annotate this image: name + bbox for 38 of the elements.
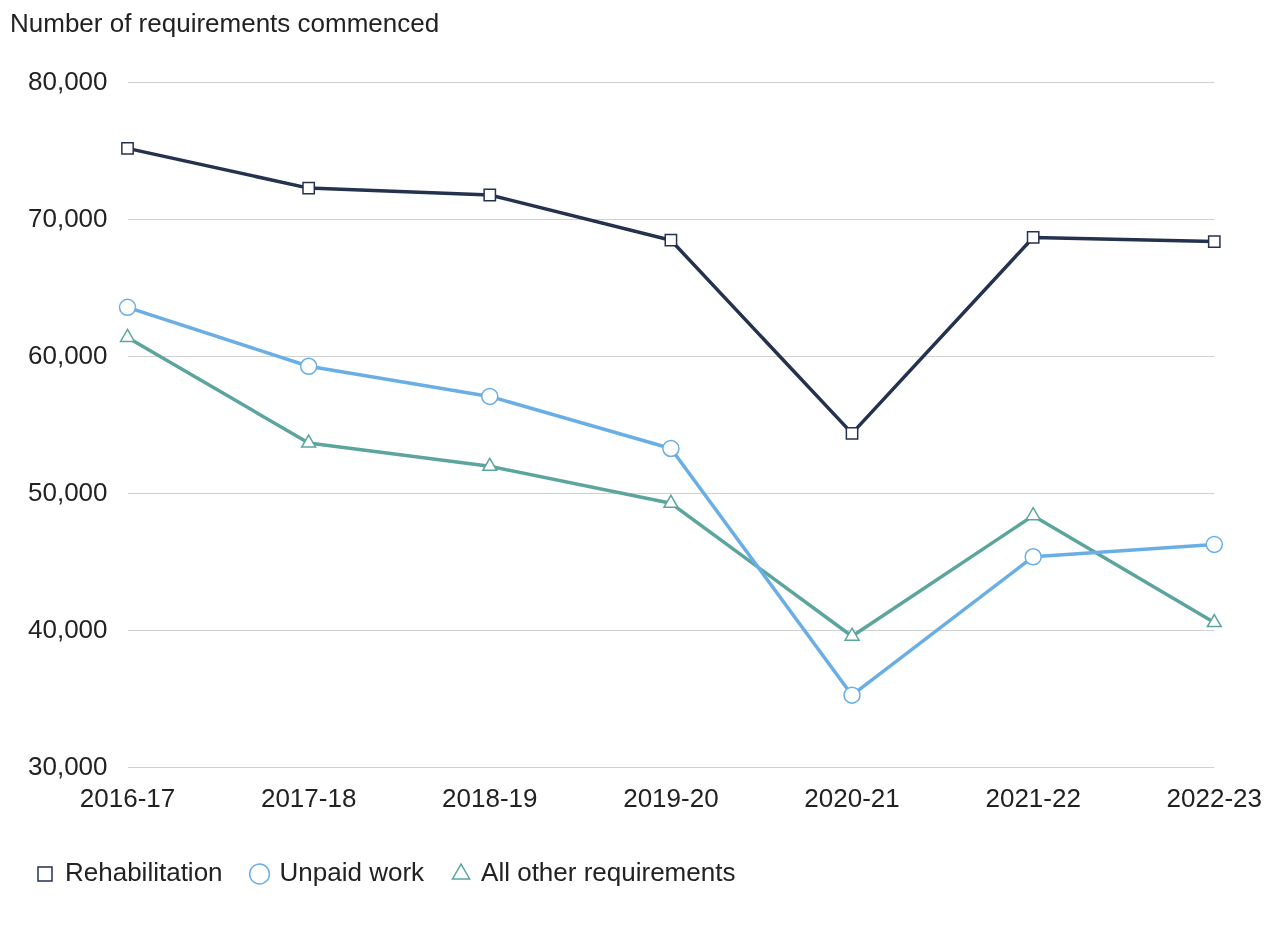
point [1205, 535, 1224, 554]
point [1024, 548, 1042, 566]
legend-label: All other requirements [481, 857, 736, 888]
x-tick-label: 2019-20 [623, 782, 719, 813]
point [302, 181, 316, 195]
x-tick-label: 2016-17 [79, 782, 176, 813]
legend-label: Rehabilitation [65, 857, 223, 888]
point [121, 141, 134, 155]
x-tick-label: 2021-22 [985, 782, 1081, 813]
point [845, 427, 859, 440]
point [1026, 231, 1040, 244]
point [662, 439, 680, 458]
y-tick-label: 80,000 [27, 65, 108, 96]
point [1207, 235, 1221, 248]
x-tick-label: 2020-21 [804, 782, 900, 813]
point [843, 686, 861, 704]
x-tick-label: 2017-18 [260, 782, 357, 813]
y-axis-title: Number of requirements commenced [10, 8, 441, 39]
point [482, 457, 498, 472]
y-tick-label: 30,000 [27, 750, 108, 781]
point [481, 387, 499, 406]
legend-label: Unpaid work [279, 857, 426, 888]
point [1025, 506, 1041, 521]
x-tick-label: 2022-23 [1166, 782, 1262, 813]
y-tick-label: 50,000 [27, 476, 108, 507]
point [1206, 613, 1222, 628]
y-tick-label: 60,000 [27, 339, 108, 370]
point [483, 188, 497, 202]
point [844, 627, 860, 641]
y-tick-label: 40,000 [27, 613, 108, 644]
point [299, 357, 318, 376]
point [300, 434, 317, 448]
point [664, 233, 678, 247]
point [118, 298, 137, 317]
point [119, 328, 136, 343]
x-tick-label: 2018-19 [442, 782, 538, 813]
point [663, 494, 679, 509]
y-tick-label: 70,000 [27, 202, 108, 233]
